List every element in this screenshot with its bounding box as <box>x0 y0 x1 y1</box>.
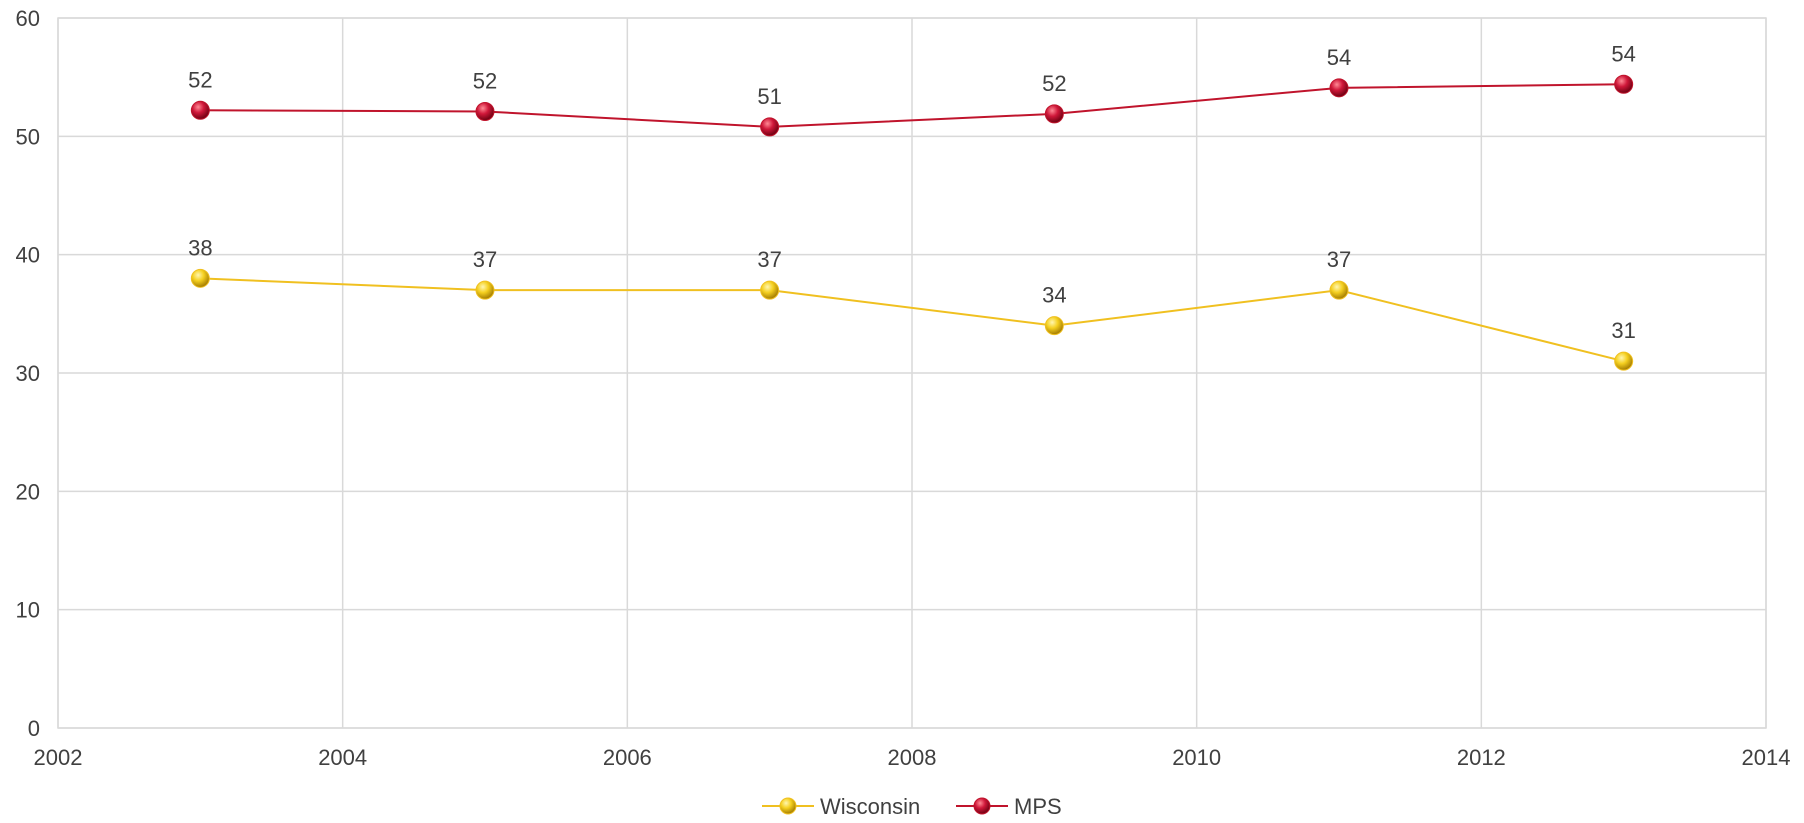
data-label: 54 <box>1327 45 1351 70</box>
series-line <box>200 83 1624 128</box>
legend: Wisconsin MPS <box>762 794 1062 819</box>
legend-label: MPS <box>1014 794 1062 818</box>
data-point <box>1614 351 1634 371</box>
legend-label: Wisconsin <box>820 794 920 818</box>
y-tick-label: 0 <box>28 716 40 741</box>
x-tick-label: 2004 <box>318 745 367 770</box>
data-point <box>1044 104 1064 124</box>
y-tick-label: 40 <box>16 243 40 268</box>
data-label: 37 <box>1327 247 1351 272</box>
data-point <box>1044 316 1064 336</box>
data-point <box>190 100 210 120</box>
y-tick-label: 10 <box>16 598 40 623</box>
y-tick-label: 20 <box>16 479 40 504</box>
y-tick-label: 30 <box>16 361 40 386</box>
data-point <box>760 117 780 137</box>
legend-item-wisconsin: Wisconsin <box>762 794 920 819</box>
legend-marker <box>779 797 797 815</box>
legend-marker <box>973 797 991 815</box>
y-tick-label: 50 <box>16 124 40 149</box>
gridlines <box>57 17 1767 729</box>
plot-frame <box>57 17 1767 729</box>
data-label: 34 <box>1042 283 1066 308</box>
axes: 0 10 20 30 40 50 60 2002 2004 2006 2008 2010 2012 201… <box>16 6 1791 770</box>
data-label: 52 <box>188 67 212 92</box>
x-tick-label: 2014 <box>1742 745 1791 770</box>
data-label: 38 <box>188 235 212 260</box>
data-label: 52 <box>1042 71 1066 96</box>
legend-item-mps: MPS <box>956 794 1062 819</box>
data-label: 37 <box>757 247 781 272</box>
data-label: 54 <box>1611 41 1635 66</box>
x-tick-label: 2010 <box>1172 745 1221 770</box>
x-tick-label: 2012 <box>1457 745 1506 770</box>
data-label: 31 <box>1611 318 1635 343</box>
series-wisconsin: 38 37 37 34 37 31 <box>188 235 1636 371</box>
series-layer: 38 37 37 34 37 31 52 52 51 52 54 54 <box>188 41 1636 371</box>
data-label: 52 <box>473 68 497 93</box>
x-tick-label: 2006 <box>603 745 652 770</box>
data-point <box>475 101 495 121</box>
data-point <box>475 280 495 300</box>
data-point <box>1329 280 1349 300</box>
y-tick-label: 60 <box>16 6 40 31</box>
data-point <box>760 280 780 300</box>
data-label: 51 <box>757 84 781 109</box>
series-mps: 52 52 51 52 54 54 <box>188 41 1636 137</box>
x-tick-label: 2008 <box>888 745 937 770</box>
data-point <box>1329 78 1349 98</box>
data-label: 37 <box>473 247 497 272</box>
series-line <box>200 277 1624 363</box>
data-point <box>1614 74 1634 94</box>
data-point <box>190 268 210 288</box>
x-tick-label: 2002 <box>34 745 83 770</box>
